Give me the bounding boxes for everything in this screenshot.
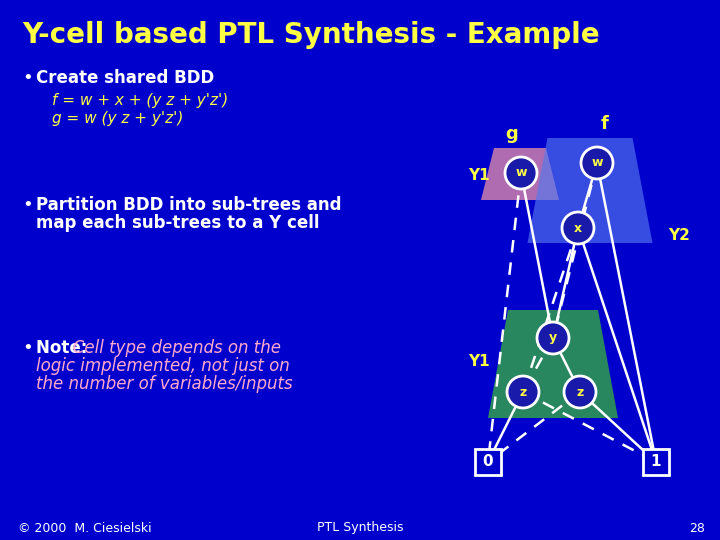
Polygon shape: [481, 148, 559, 200]
FancyBboxPatch shape: [475, 449, 501, 475]
Text: © 2000  M. Ciesielski: © 2000 M. Ciesielski: [18, 522, 152, 535]
Text: Cell type depends on the: Cell type depends on the: [36, 339, 281, 357]
Text: •: •: [22, 69, 32, 87]
Text: •: •: [22, 339, 32, 357]
Text: logic implemented, not just on: logic implemented, not just on: [36, 357, 289, 375]
Circle shape: [537, 322, 569, 354]
Text: Note:: Note:: [36, 339, 93, 357]
Text: z: z: [519, 386, 526, 399]
Text: z: z: [577, 386, 584, 399]
Text: Create shared BDD: Create shared BDD: [36, 69, 215, 87]
Circle shape: [581, 147, 613, 179]
Text: 28: 28: [689, 522, 705, 535]
Text: 0: 0: [482, 455, 493, 469]
Text: w: w: [516, 166, 527, 179]
Text: g: g: [505, 125, 518, 143]
FancyBboxPatch shape: [643, 449, 669, 475]
Circle shape: [562, 212, 594, 244]
Text: Y2: Y2: [668, 227, 690, 242]
Text: f: f: [601, 115, 609, 133]
Text: y: y: [549, 332, 557, 345]
Circle shape: [564, 376, 596, 408]
Text: PTL Synthesis: PTL Synthesis: [317, 522, 403, 535]
Text: 1: 1: [651, 455, 661, 469]
Text: w: w: [591, 157, 603, 170]
Text: •: •: [22, 196, 32, 214]
Circle shape: [505, 157, 537, 189]
Text: Y1: Y1: [468, 354, 490, 369]
Text: g = w (y z + y'z'): g = w (y z + y'z'): [52, 111, 184, 125]
Circle shape: [507, 376, 539, 408]
Text: Partition BDD into sub-trees and: Partition BDD into sub-trees and: [36, 196, 341, 214]
Text: Y1: Y1: [468, 167, 490, 183]
Text: f = w + x + (y z + y'z'): f = w + x + (y z + y'z'): [52, 92, 228, 107]
Text: x: x: [574, 221, 582, 234]
Polygon shape: [488, 310, 618, 418]
Text: map each sub-trees to a Y cell: map each sub-trees to a Y cell: [36, 214, 320, 232]
Text: Y-cell based PTL Synthesis - Example: Y-cell based PTL Synthesis - Example: [22, 21, 600, 49]
Text: the number of variables/inputs: the number of variables/inputs: [36, 375, 292, 393]
Polygon shape: [528, 138, 652, 243]
